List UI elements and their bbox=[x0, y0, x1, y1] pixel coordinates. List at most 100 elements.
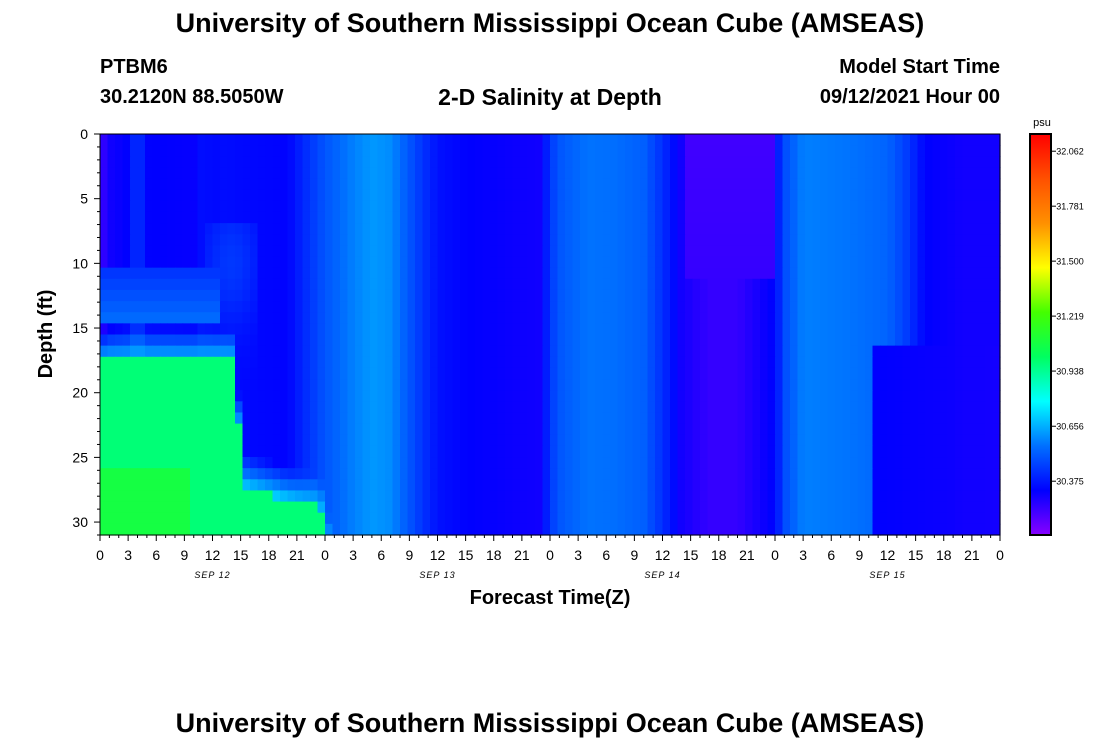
heatmap-cell bbox=[490, 512, 499, 525]
heatmap-cell bbox=[910, 178, 919, 191]
heatmap-cell bbox=[190, 289, 199, 302]
heatmap-cell bbox=[175, 134, 184, 146]
heatmap-cell bbox=[512, 267, 521, 280]
heatmap-cell bbox=[235, 245, 244, 258]
heatmap-cell bbox=[167, 145, 176, 157]
heatmap-cell bbox=[205, 523, 214, 536]
heatmap-cell bbox=[722, 178, 731, 191]
heatmap-cell bbox=[325, 267, 334, 280]
heatmap-cell bbox=[407, 200, 416, 213]
heatmap-cell bbox=[325, 356, 334, 369]
heatmap-cell bbox=[670, 256, 679, 269]
heatmap-cell bbox=[595, 256, 604, 269]
heatmap-cell bbox=[970, 345, 979, 358]
heatmap-cell bbox=[587, 145, 596, 157]
heatmap-cell bbox=[662, 390, 671, 402]
heatmap-cell bbox=[685, 490, 694, 503]
heatmap-cell bbox=[917, 457, 926, 469]
heatmap-cell bbox=[355, 445, 364, 458]
heatmap-cell bbox=[152, 334, 161, 347]
heatmap-cell bbox=[212, 211, 221, 224]
heatmap-cell bbox=[580, 167, 589, 180]
heatmap-cell bbox=[820, 145, 829, 157]
heatmap-cell bbox=[467, 267, 476, 280]
heatmap-cell bbox=[287, 356, 296, 369]
heatmap-cell bbox=[182, 167, 191, 180]
heatmap-cell bbox=[760, 245, 769, 258]
heatmap-cell bbox=[887, 234, 896, 246]
heatmap-cell bbox=[362, 256, 371, 269]
heatmap-cell bbox=[632, 390, 641, 402]
heatmap-cell bbox=[137, 278, 146, 291]
heatmap-cell bbox=[662, 156, 671, 169]
heatmap-cell bbox=[992, 211, 1001, 224]
heatmap-cell bbox=[977, 134, 986, 146]
heatmap-cell bbox=[355, 367, 364, 380]
heatmap-cell bbox=[452, 501, 461, 514]
heatmap-cell bbox=[167, 234, 176, 246]
heatmap-cell bbox=[790, 356, 799, 369]
heatmap-cell bbox=[760, 167, 769, 180]
heatmap-cell bbox=[820, 445, 829, 458]
heatmap-cell bbox=[565, 434, 574, 447]
heatmap-cell bbox=[407, 245, 416, 258]
heatmap-cell bbox=[782, 178, 791, 191]
heatmap-cell bbox=[752, 423, 761, 436]
heatmap-cell bbox=[805, 356, 814, 369]
heatmap-cell bbox=[445, 490, 454, 503]
heatmap-cell bbox=[227, 323, 236, 336]
heatmap-cell bbox=[325, 390, 334, 402]
heatmap-cell bbox=[325, 134, 334, 146]
heatmap-cell bbox=[227, 278, 236, 291]
heatmap-cell bbox=[557, 390, 566, 402]
heatmap-cell bbox=[985, 234, 994, 246]
heatmap-cell bbox=[850, 434, 859, 447]
heatmap-cell bbox=[385, 367, 394, 380]
heatmap-cell bbox=[100, 345, 109, 358]
heatmap-cell bbox=[655, 278, 664, 291]
heatmap-cell bbox=[640, 479, 649, 492]
heatmap-cell bbox=[925, 145, 934, 157]
heatmap-cell bbox=[227, 256, 236, 269]
heatmap-cell bbox=[287, 223, 296, 235]
heatmap-cell bbox=[602, 245, 611, 258]
heatmap-cell bbox=[632, 412, 641, 425]
heatmap-cell bbox=[160, 501, 169, 514]
footer-title: University of Southern Mississippi Ocean… bbox=[175, 708, 925, 738]
heatmap-cell bbox=[550, 379, 559, 391]
heatmap-cell bbox=[152, 501, 161, 514]
heatmap-cell bbox=[715, 211, 724, 224]
heatmap-cell bbox=[632, 200, 641, 213]
heatmap-cell bbox=[445, 167, 454, 180]
heatmap-cell bbox=[977, 512, 986, 525]
heatmap-cell bbox=[625, 167, 634, 180]
heatmap-cell bbox=[512, 289, 521, 302]
heatmap-cell bbox=[910, 289, 919, 302]
heatmap-cell bbox=[640, 367, 649, 380]
heatmap-cell bbox=[977, 289, 986, 302]
heatmap-cell bbox=[752, 211, 761, 224]
heatmap-cell bbox=[452, 468, 461, 480]
heatmap-cell bbox=[640, 134, 649, 146]
heatmap-cell bbox=[977, 412, 986, 425]
heatmap-cell bbox=[700, 267, 709, 280]
heatmap-cell bbox=[700, 457, 709, 469]
heatmap-cell bbox=[317, 412, 326, 425]
heatmap-cell bbox=[160, 245, 169, 258]
heatmap-cell bbox=[565, 501, 574, 514]
heatmap-cell bbox=[557, 423, 566, 436]
heatmap-cell bbox=[700, 468, 709, 480]
heatmap-cell bbox=[242, 356, 251, 369]
heatmap-cell bbox=[887, 423, 896, 436]
heatmap-cell bbox=[182, 323, 191, 336]
heatmap-cell bbox=[482, 334, 491, 347]
heatmap-cell bbox=[295, 468, 304, 480]
heatmap-cell bbox=[392, 434, 401, 447]
heatmap-cell bbox=[970, 390, 979, 402]
heatmap-cell bbox=[872, 523, 881, 536]
heatmap-cell bbox=[812, 412, 821, 425]
heatmap-cell bbox=[302, 200, 311, 213]
heatmap-cell bbox=[782, 501, 791, 514]
heatmap-cell bbox=[565, 468, 574, 480]
heatmap-cell bbox=[767, 523, 776, 536]
